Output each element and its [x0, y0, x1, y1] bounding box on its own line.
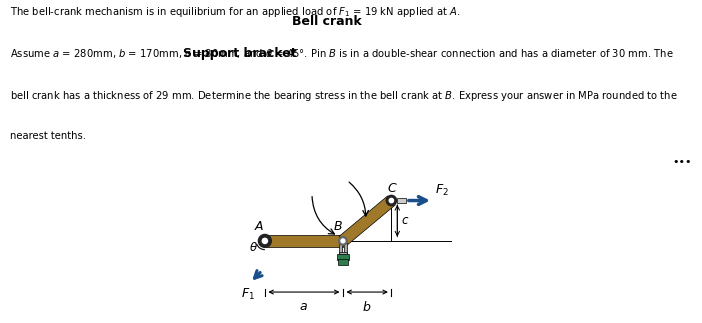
- Text: $a$: $a$: [300, 300, 308, 313]
- Text: $c$: $c$: [401, 214, 409, 227]
- Text: •••: •••: [672, 157, 691, 167]
- Bar: [339, 252, 347, 254]
- Text: nearest tenths.: nearest tenths.: [10, 131, 86, 141]
- Text: $A$: $A$: [253, 220, 264, 233]
- Circle shape: [258, 234, 272, 247]
- Text: $\theta$: $\theta$: [249, 241, 258, 254]
- Text: $B$: $B$: [333, 220, 343, 233]
- Text: The bell-crank mechanism is in equilibrium for an applied load of $F_1$ = 19 kN : The bell-crank mechanism is in equilibri…: [10, 5, 461, 19]
- Text: $b$: $b$: [362, 300, 372, 314]
- Text: $C$: $C$: [387, 182, 397, 194]
- Bar: [338, 259, 347, 265]
- Text: Bell crank: Bell crank: [291, 15, 362, 27]
- Bar: [337, 255, 349, 260]
- Text: bell crank has a thickness of 29 mm. Determine the bearing stress in the bell cr: bell crank has a thickness of 29 mm. Det…: [10, 89, 677, 103]
- Bar: [344, 243, 347, 254]
- Text: Assume $a$ = 280mm, $b$ = 170mm, $c$ = 80mm, and $\theta$ = 45°. Pin $B$ is in a: Assume $a$ = 280mm, $b$ = 170mm, $c$ = 8…: [10, 47, 673, 60]
- Circle shape: [338, 236, 347, 245]
- Circle shape: [386, 195, 397, 206]
- Bar: [339, 243, 342, 254]
- Text: $F_2$: $F_2$: [435, 183, 449, 198]
- Text: Support bracket: Support bracket: [183, 47, 296, 60]
- Polygon shape: [339, 196, 395, 245]
- Circle shape: [263, 238, 267, 244]
- Circle shape: [389, 198, 394, 203]
- Text: $F_1$: $F_1$: [241, 287, 255, 302]
- Polygon shape: [265, 235, 343, 247]
- Circle shape: [341, 239, 345, 243]
- Bar: [397, 198, 406, 203]
